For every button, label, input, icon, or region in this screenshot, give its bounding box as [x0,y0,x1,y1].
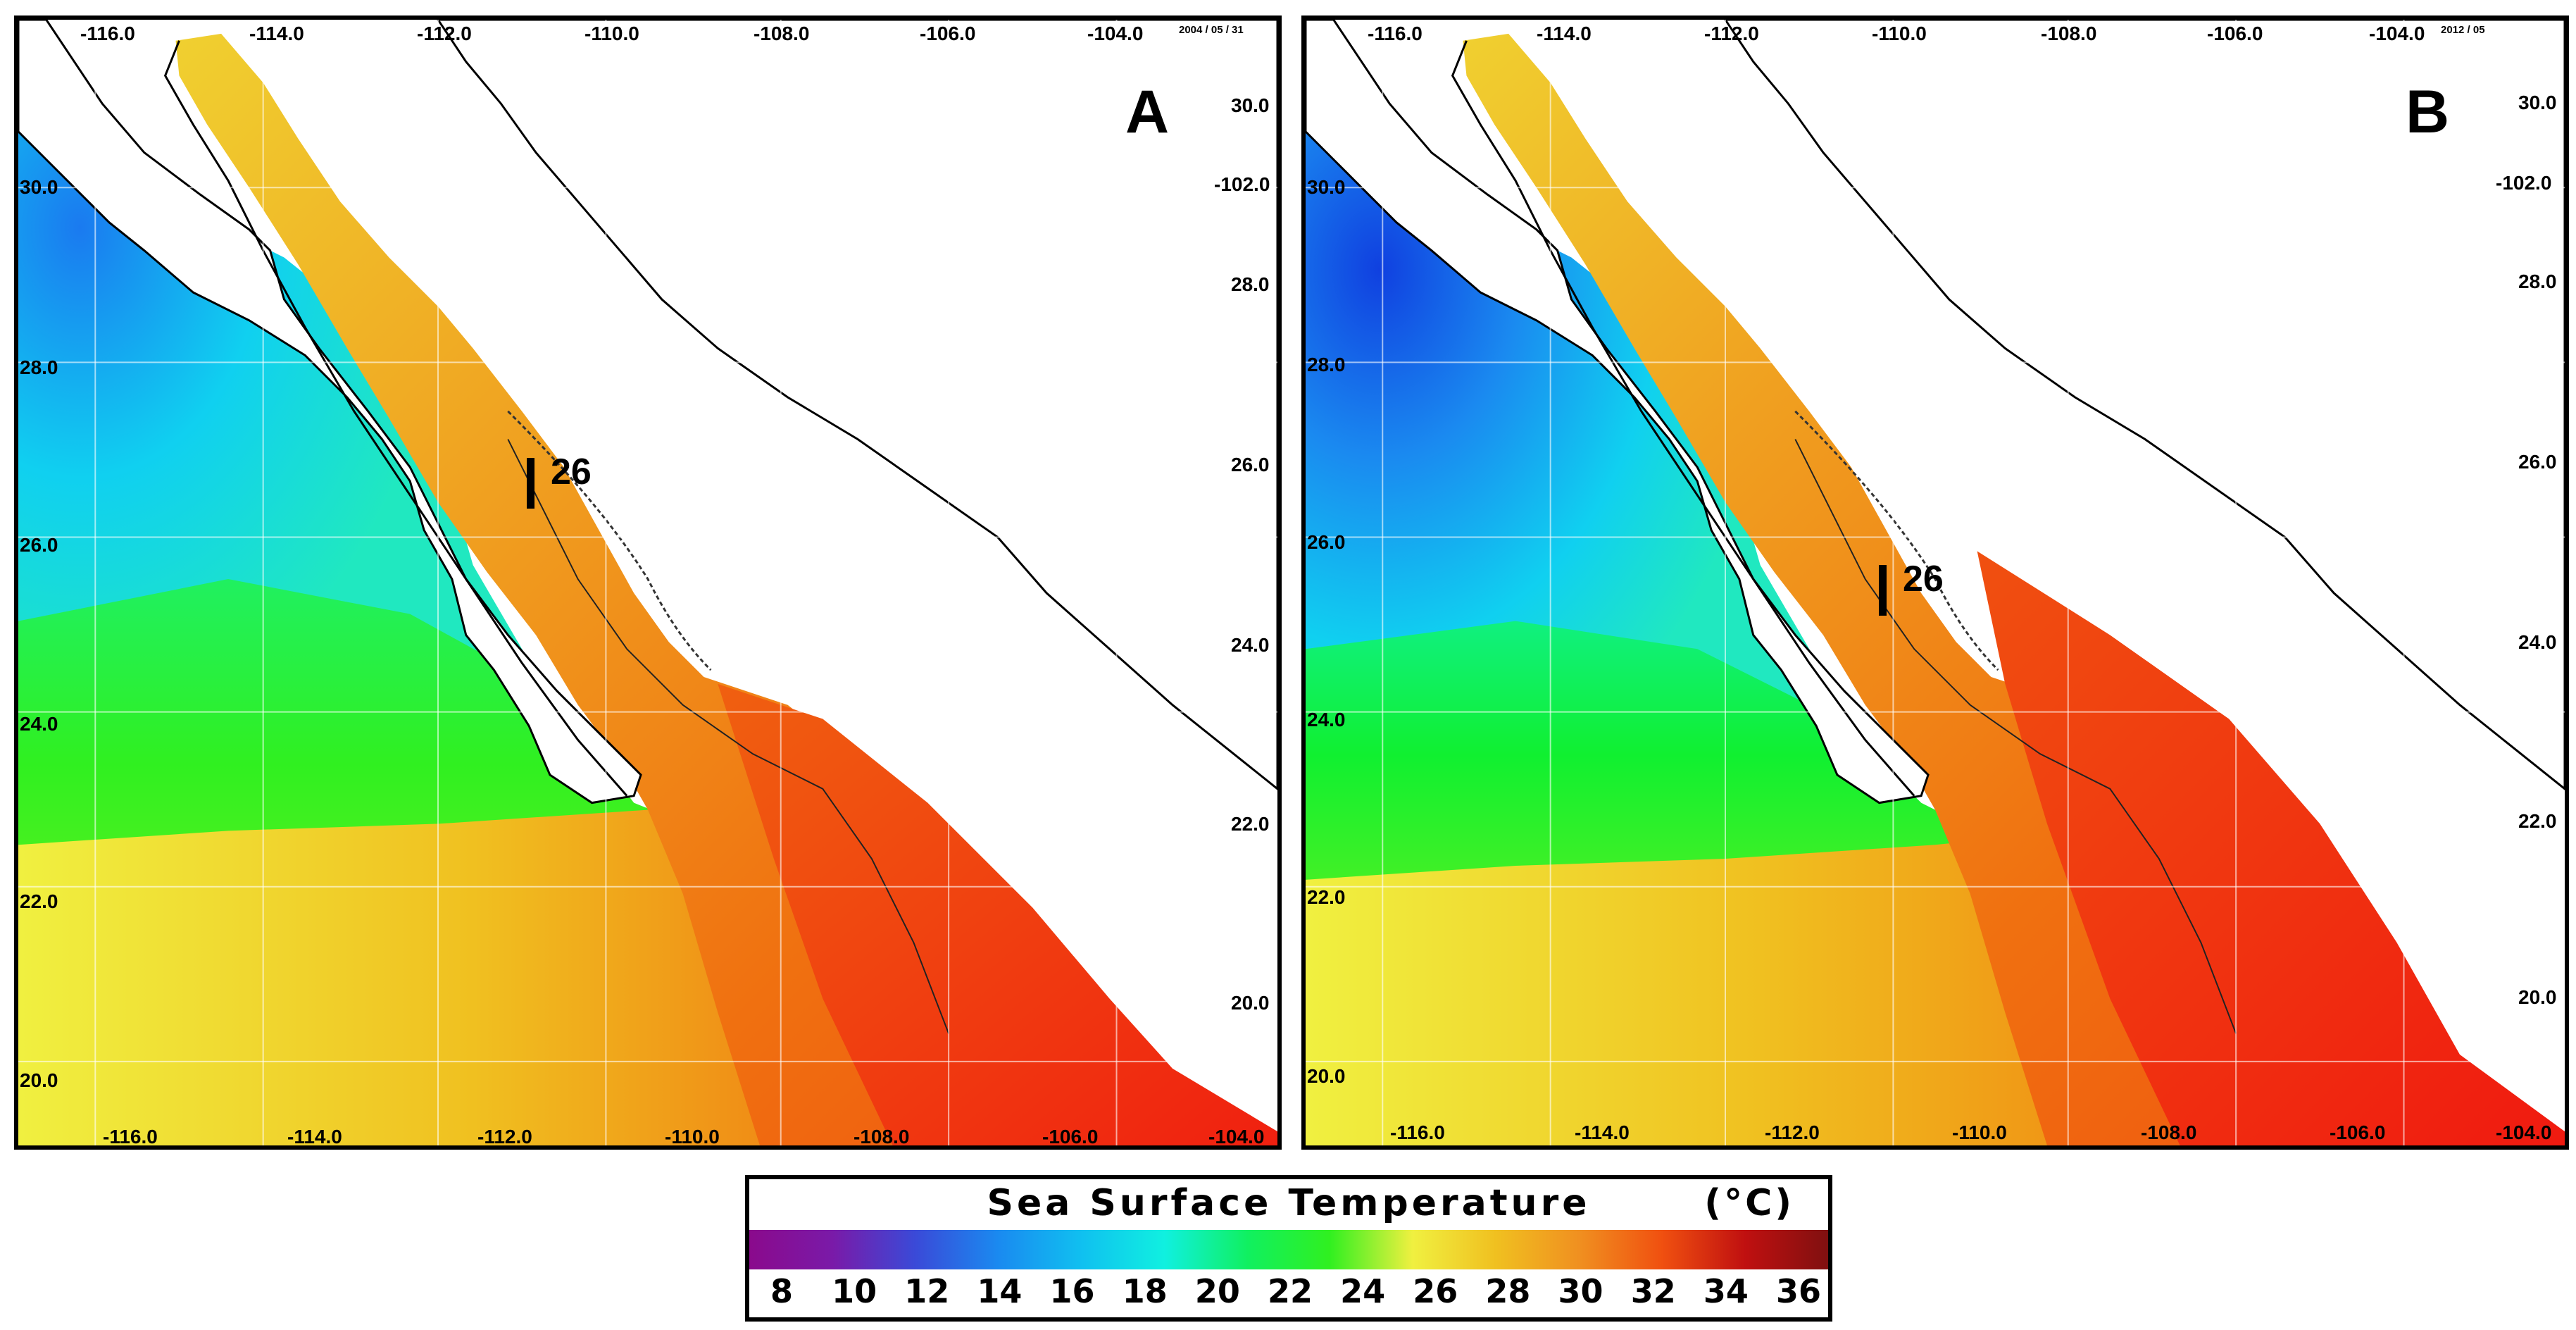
left-lat-label: 20.0 [1307,1065,1346,1087]
transect-label: 26 [1903,559,1944,599]
bottom-lon-label: -116.0 [103,1126,158,1148]
right-lat-label: 24.0 [2518,631,2557,653]
transect-label: 26 [551,452,592,492]
sst-map-panel-b: 2012 / 05 B -116.0 -114.0 -112.0 -110.0 … [1301,15,2569,1150]
legend-tick-label: 8 [770,1272,794,1310]
sst-map-a [18,20,1277,1145]
bottom-lon-label: -110.0 [1952,1121,2007,1143]
right-lat-label: -102.0 [1214,173,1270,195]
top-lon-label: -110.0 [1872,23,1927,44]
legend-tick-label: 12 [904,1272,950,1310]
left-lat-label: 22.0 [20,890,58,912]
top-lon-label: -106.0 [2207,23,2263,44]
bottom-lon-label: -108.0 [2141,1121,2197,1143]
legend-tick-label: 18 [1122,1272,1168,1310]
legend-color-bar [749,1230,1828,1269]
left-lat-label: 20.0 [20,1069,58,1091]
top-lon-label: -108.0 [754,23,810,44]
legend-tick-label: 36 [1775,1272,1822,1310]
right-lat-label: 22.0 [2518,810,2557,832]
legend-tick-label: 34 [1703,1272,1749,1310]
right-lat-label: 30.0 [1231,94,1270,116]
top-lon-label: -104.0 [2369,23,2425,44]
legend-tick-label: 10 [832,1272,877,1310]
date-stamp: 2004 / 05 / 31 [1179,24,1244,36]
left-lat-label: 30.0 [1307,176,1346,198]
panel-letter: B [2406,78,2450,146]
legend-tick-label: 30 [1558,1272,1603,1310]
left-lat-label: 22.0 [1307,886,1346,908]
legend-unit: (°C) [1704,1182,1794,1224]
bottom-lon-label: -108.0 [854,1126,910,1148]
left-lat-label: 26.0 [20,534,58,556]
sst-color-legend: Sea Surface Temperature (°C) 8 10 12 14 16 18… [745,1175,1832,1322]
right-lat-label: 20.0 [1231,992,1270,1014]
top-lon-label: -112.0 [1704,23,1759,44]
top-lon-label: -106.0 [920,23,976,44]
left-lat-label: 24.0 [20,713,58,735]
left-lat-label: 28.0 [1307,354,1346,375]
bottom-lon-label: -106.0 [1042,1126,1099,1148]
right-lat-label: 26.0 [1231,454,1270,476]
right-lat-label: 22.0 [1231,813,1270,835]
bottom-lon-label: -114.0 [1575,1121,1630,1143]
right-lat-label: 30.0 [2518,92,2557,113]
top-lon-label: -114.0 [249,23,304,44]
top-lon-label: -116.0 [1368,23,1423,44]
sst-map-panel-a: 2004 / 05 / 31 A -116.0 -114.0 -112.0 -1… [14,15,1282,1150]
bottom-lon-label: -106.0 [2330,1121,2386,1143]
right-lat-label: -102.0 [2496,172,2552,194]
legend-tick-label: 26 [1413,1272,1458,1310]
bottom-lon-label: -104.0 [2496,1121,2552,1143]
legend-tick-label: 14 [977,1272,1023,1310]
top-lon-label: -112.0 [417,23,472,44]
left-lat-label: 28.0 [20,356,58,378]
top-lon-label: -108.0 [2041,23,2097,44]
legend-title: Sea Surface Temperature [987,1182,1591,1224]
right-lat-label: 26.0 [2518,451,2557,473]
bottom-lon-label: -112.0 [1765,1121,1820,1143]
legend-tick-label: 22 [1267,1272,1313,1310]
legend-tick-label: 24 [1340,1272,1386,1310]
bottom-lon-label: -112.0 [477,1126,532,1148]
bottom-lon-label: -114.0 [287,1126,342,1148]
legend-tick-label: 20 [1194,1272,1240,1310]
transect-marker [527,458,534,509]
legend-tick-label: 16 [1049,1272,1095,1310]
bottom-lon-label: -116.0 [1390,1121,1445,1143]
bottom-lon-label: -110.0 [665,1126,720,1148]
date-stamp: 2012 / 05 [2441,24,2485,36]
legend-tick-label: 28 [1485,1272,1531,1310]
right-lat-label: 24.0 [1231,634,1270,656]
left-lat-label: 30.0 [20,176,58,198]
left-lat-label: 24.0 [1307,709,1346,731]
legend-tick-label: 32 [1630,1272,1676,1310]
sst-map-b [1306,20,2565,1145]
top-lon-label: -116.0 [80,23,135,44]
bottom-lon-label: -104.0 [1208,1126,1265,1148]
top-lon-label: -114.0 [1537,23,1592,44]
transect-marker [1879,565,1887,616]
top-lon-label: -104.0 [1087,23,1144,44]
right-lat-label: 28.0 [1231,273,1270,295]
left-lat-label: 26.0 [1307,531,1346,553]
right-lat-label: 28.0 [2518,271,2557,292]
right-lat-label: 20.0 [2518,986,2557,1008]
top-lon-label: -110.0 [584,23,639,44]
panel-letter: A [1125,78,1170,146]
